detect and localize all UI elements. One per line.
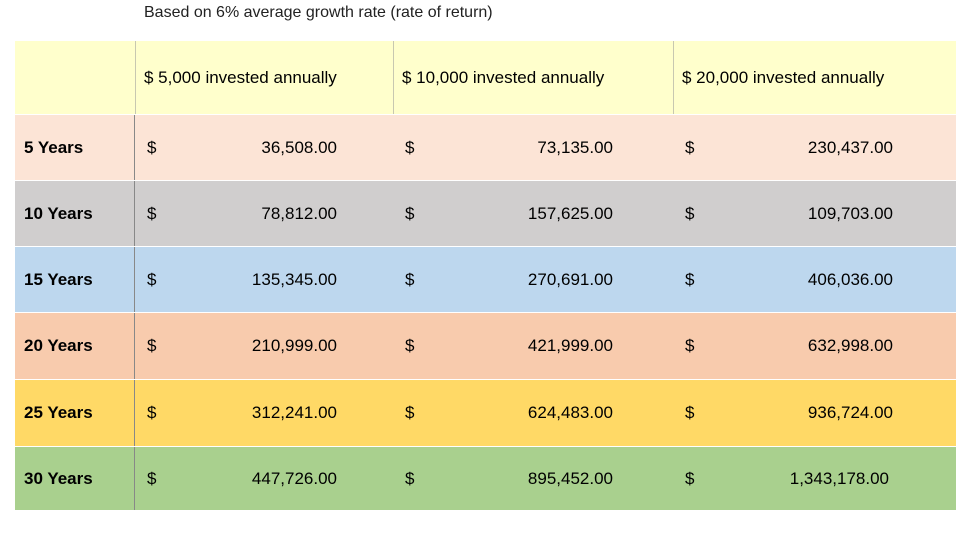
value-cell: $157,625.00 [393,181,673,246]
table-row: 30 Years $447,726.00 $895,452.00 $1,343,… [15,446,956,510]
amount: 135,345.00 [251,269,337,289]
amount: 109,703.00 [807,203,893,223]
table-header-row: $ 5,000 invested annually $ 10,000 inves… [15,41,956,114]
amount: 157,625.00 [527,203,613,223]
value-cell: $421,999.00 [393,313,673,379]
row-label: 5 Years [15,115,135,180]
currency-symbol: $ [685,137,695,157]
amount: 36,508.00 [261,137,337,157]
value-cell: $78,812.00 [135,181,393,246]
currency-symbol: $ [685,336,695,355]
currency-symbol: $ [147,468,157,488]
amount: 230,437.00 [807,137,893,157]
value-cell: $632,998.00 [673,313,956,379]
amount: 1,343,178.00 [789,468,889,488]
row-label: 10 Years [15,181,135,246]
amount: 624,483.00 [527,403,613,422]
value-cell: $312,241.00 [135,380,393,446]
value-cell: $447,726.00 [135,447,393,510]
table-row: 25 Years $312,241.00 $624,483.00 $936,72… [15,379,956,446]
currency-symbol: $ [685,403,695,422]
row-label: 30 Years [15,447,135,510]
currency-symbol: $ [685,269,695,289]
currency-symbol: $ [405,269,415,289]
currency-symbol: $ [405,137,415,157]
table-row: 20 Years $210,999.00 $421,999.00 $632,99… [15,312,956,379]
currency-symbol: $ [147,203,157,223]
table-row: 15 Years $135,345.00 $270,691.00 $406,03… [15,246,956,312]
currency-symbol: $ [405,203,415,223]
amount: 632,998.00 [807,336,893,355]
currency-symbol: $ [685,468,695,488]
currency-symbol: $ [147,336,157,355]
amount: 210,999.00 [251,336,337,355]
amount: 78,812.00 [261,203,337,223]
currency-symbol: $ [147,137,157,157]
currency-symbol: $ [405,468,415,488]
value-cell: $624,483.00 [393,380,673,446]
amount: 406,036.00 [807,269,893,289]
amount: 421,999.00 [527,336,613,355]
value-cell: $210,999.00 [135,313,393,379]
header-10000: $ 10,000 invested annually [393,41,673,114]
value-cell: $230,437.00 [673,115,956,180]
value-cell: $270,691.00 [393,247,673,312]
value-cell: $406,036.00 [673,247,956,312]
amount: 312,241.00 [251,403,337,422]
amount: 447,726.00 [251,468,337,488]
header-20000: $ 20,000 invested annually [673,41,956,114]
value-cell: $109,703.00 [673,181,956,246]
value-cell: $73,135.00 [393,115,673,180]
row-label: 15 Years [15,247,135,312]
amount: 936,724.00 [807,403,893,422]
amount: 270,691.00 [527,269,613,289]
table-caption: Based on 6% average growth rate (rate of… [144,4,493,21]
currency-symbol: $ [405,403,415,422]
value-cell: $895,452.00 [393,447,673,510]
currency-symbol: $ [147,269,157,289]
currency-symbol: $ [685,203,695,223]
value-cell: $936,724.00 [673,380,956,446]
value-cell: $135,345.00 [135,247,393,312]
row-label: 20 Years [15,313,135,379]
header-corner [15,41,135,114]
header-5000: $ 5,000 invested annually [135,41,393,114]
currency-symbol: $ [147,403,157,422]
table-row: 10 Years $78,812.00 $157,625.00 $109,703… [15,180,956,246]
currency-symbol: $ [405,336,415,355]
row-label: 25 Years [15,380,135,446]
value-cell: $36,508.00 [135,115,393,180]
investment-table: $ 5,000 invested annually $ 10,000 inves… [15,41,956,510]
value-cell: $1,343,178.00 [673,447,956,510]
table-row: 5 Years $36,508.00 $73,135.00 $230,437.0… [15,114,956,180]
amount: 895,452.00 [527,468,613,488]
amount: 73,135.00 [537,137,613,157]
